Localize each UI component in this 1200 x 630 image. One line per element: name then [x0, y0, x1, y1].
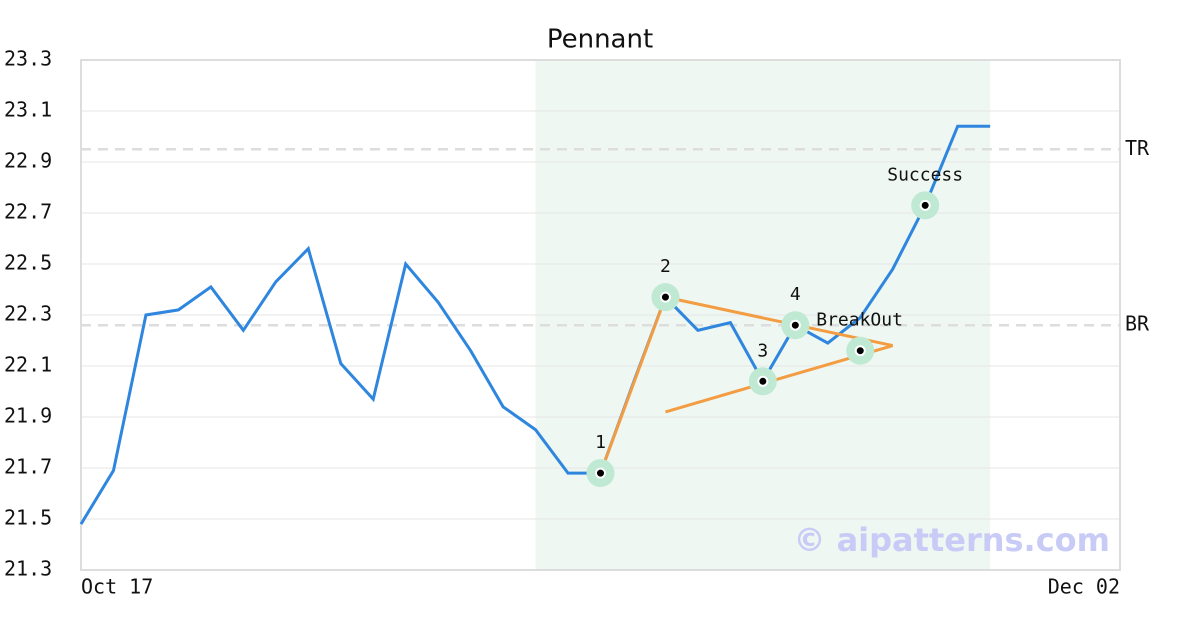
- y-tick-label: 22.9: [4, 149, 52, 173]
- annotation-point: [659, 291, 671, 303]
- annotation-label: BreakOut: [816, 310, 903, 331]
- reference-label: BR: [1125, 312, 1150, 336]
- annotation-point: [919, 199, 931, 211]
- plot-frame: [80, 59, 1121, 571]
- x-tick-label: Oct 17: [81, 575, 153, 599]
- trend-line: [665, 295, 894, 348]
- y-tick-label: 21.3: [4, 557, 52, 581]
- y-tick-label: 23.3: [4, 47, 52, 71]
- y-tick-label: 22.1: [4, 353, 52, 377]
- annotation-point: [789, 319, 801, 331]
- annotation-label: 3: [757, 340, 768, 361]
- annotation-label: 1: [595, 432, 606, 453]
- y-tick-label: 21.7: [4, 455, 52, 479]
- annotation-label: Success: [887, 164, 963, 185]
- y-tick-label: 21.5: [4, 506, 52, 530]
- y-tick-label: 21.9: [4, 404, 52, 428]
- y-tick-label: 23.1: [4, 98, 52, 122]
- annotation-label: 4: [790, 284, 801, 305]
- y-tick-label: 22.7: [4, 200, 52, 224]
- y-tick-label: 22.5: [4, 251, 52, 275]
- chart-title: Pennant: [547, 25, 653, 55]
- trend-line: [599, 296, 667, 474]
- y-tick-label: 22.3: [4, 302, 52, 326]
- annotation-point: [854, 345, 866, 357]
- annotation-point: [757, 375, 769, 387]
- reference-label: TR: [1125, 136, 1150, 160]
- watermark: © aipatterns.com: [793, 521, 1110, 559]
- annotation-label: 2: [660, 256, 671, 277]
- x-tick-label: Dec 02: [1048, 575, 1120, 599]
- annotation-point: [595, 467, 606, 479]
